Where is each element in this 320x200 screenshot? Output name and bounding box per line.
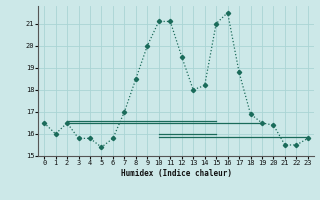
X-axis label: Humidex (Indice chaleur): Humidex (Indice chaleur) — [121, 169, 231, 178]
